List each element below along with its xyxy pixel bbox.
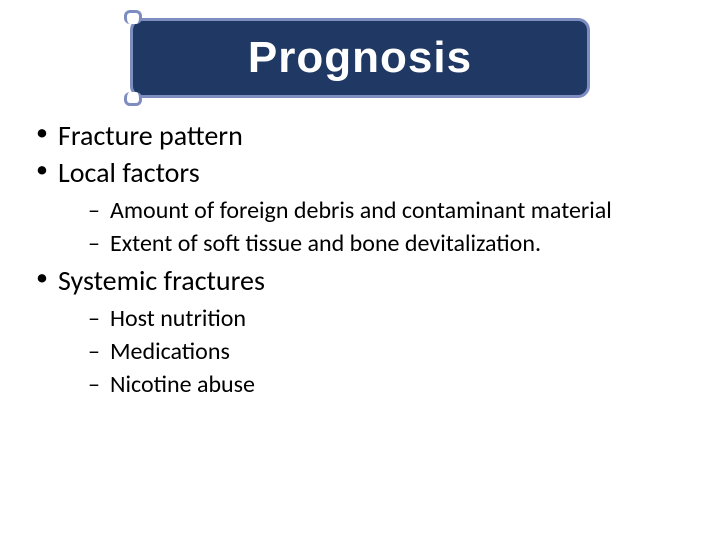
list-item: Local factors Amount of foreign debris a…: [30, 155, 690, 259]
bullet-list-level2: Host nutrition Medications Nicotine abus…: [58, 304, 690, 400]
bullet-list-level2: Amount of foreign debris and contaminant…: [58, 196, 690, 259]
list-item: Fracture pattern: [30, 118, 690, 153]
bullet-text: Local factors: [58, 155, 200, 190]
bullet-text: Host nutrition: [110, 304, 246, 333]
title-container: Prognosis: [130, 18, 590, 98]
bullet-text: Medications: [110, 337, 230, 366]
content-area: Fracture pattern Local factors Amount of…: [30, 118, 690, 405]
list-item: Extent of soft tissue and bone devitaliz…: [88, 229, 690, 260]
list-item: Amount of foreign debris and contaminant…: [88, 196, 690, 227]
bullet-list-level1: Fracture pattern Local factors Amount of…: [30, 118, 690, 401]
list-item: Nicotine abuse: [88, 370, 690, 401]
bullet-text: Amount of foreign debris and contaminant…: [110, 196, 612, 225]
list-item: Systemic fractures Host nutrition Medica…: [30, 263, 690, 400]
title-bracket-top: [124, 10, 142, 24]
bullet-text: Extent of soft tissue and bone devitaliz…: [110, 229, 541, 258]
bullet-text: Nicotine abuse: [110, 370, 255, 399]
bullet-text: Systemic fractures: [58, 263, 265, 298]
title-bracket-bottom: [124, 92, 142, 106]
bullet-text: Fracture pattern: [58, 118, 243, 153]
slide-title: Prognosis: [248, 33, 472, 83]
list-item: Medications: [88, 337, 690, 368]
title-box: Prognosis: [130, 18, 590, 98]
list-item: Host nutrition: [88, 304, 690, 335]
